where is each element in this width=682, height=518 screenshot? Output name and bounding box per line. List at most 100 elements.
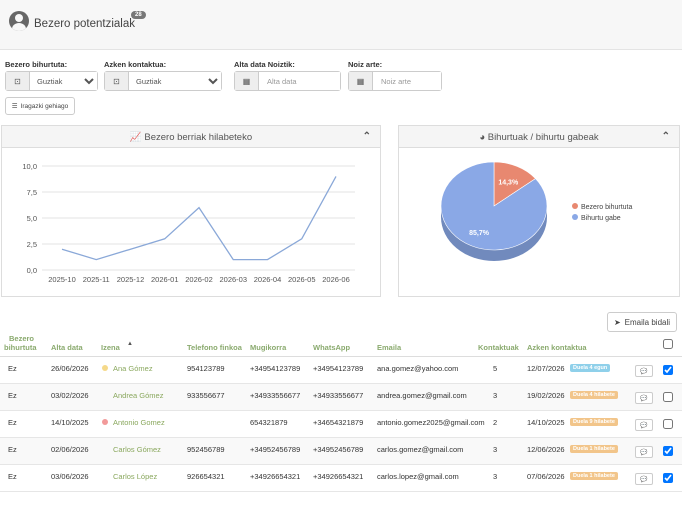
last-contact-tag: Duela 1 hilabete <box>570 445 618 453</box>
th-last-contact[interactable]: Azken kontaktua <box>527 343 587 352</box>
row-checkbox[interactable] <box>663 392 673 402</box>
cell-converted: Ez <box>8 364 17 373</box>
cell-name[interactable]: Antonio Gomez <box>113 418 165 427</box>
legend-marker <box>572 214 578 220</box>
cell-date: 26/06/2026 <box>51 364 89 373</box>
cell-mobile: +34952456789 <box>250 445 301 454</box>
cell-name[interactable]: Carlos López <box>113 472 158 481</box>
th-date[interactable]: Alta data <box>51 343 83 352</box>
y-tick-label: 7,5 <box>27 188 37 197</box>
th-whatsapp[interactable]: WhatsApp <box>313 343 351 352</box>
row-checkbox[interactable] <box>663 419 673 429</box>
y-tick-label: 5,0 <box>27 214 37 223</box>
cell-name[interactable]: Ana Gómez <box>113 364 153 373</box>
pie-chart-panel-header: ◕ Bihurtuak / bihurtu gabeak ⌃ <box>399 126 679 148</box>
row-checkbox[interactable] <box>663 365 673 375</box>
cell-whatsapp: +34926654321 <box>313 472 364 481</box>
cell-contacted: 3 <box>493 391 498 400</box>
comment-icon: 💬 <box>640 422 648 429</box>
filter-converted-label: Bezero bihurtuta: <box>5 60 68 69</box>
filter-last-contact: ⊡ Guztiak <box>104 71 222 91</box>
x-tick-label: 2026-03 <box>219 275 247 284</box>
cell-name[interactable]: Andrea Gómez <box>113 391 164 400</box>
x-tick-label: 2025-11 <box>83 275 110 284</box>
filter-date-to: ▦ <box>348 71 442 91</box>
series-line <box>61 176 337 261</box>
header-divider <box>0 356 682 357</box>
user-avatar-icon <box>9 11 29 31</box>
legend-label: Bihurtu gabe <box>581 215 621 222</box>
status-dot <box>102 365 108 371</box>
row-stripe <box>0 384 682 410</box>
date-from-input[interactable] <box>259 72 340 90</box>
line-chart-panel-header: 📈 Bezero berriak hilabeteko ⌃ <box>2 126 380 148</box>
legend-label: Bezero bihurtuta <box>581 204 632 211</box>
filter-converted: ⊡ Guztiak <box>5 71 98 91</box>
send-email-label: Emaila bidali <box>624 317 671 327</box>
last-contact-tag: Duela 4 egun <box>570 364 611 372</box>
th-converted-1[interactable]: Bezero <box>9 334 35 343</box>
x-tick-label: 2026-01 <box>151 275 179 284</box>
cell-last-contact: 12/07/2026 <box>527 364 565 373</box>
y-tick-label: 2,5 <box>27 240 37 249</box>
cell-email: andrea.gomez@gmail.com <box>377 391 467 400</box>
cell-email: carlos.gomez@gmail.com <box>377 445 464 454</box>
comment-icon: 💬 <box>640 395 648 402</box>
row-checkbox[interactable] <box>663 473 673 483</box>
row-divider <box>0 491 682 492</box>
filter-last-contact-select[interactable]: Guztiak <box>129 72 221 90</box>
y-tick-label: 10,0 <box>22 162 37 171</box>
status-dot <box>102 419 108 425</box>
cell-name[interactable]: Carlos Gómez <box>113 445 161 454</box>
filter-converted-select[interactable]: Guztiak <box>30 72 97 90</box>
th-converted-2[interactable]: bihurtuta <box>4 343 37 352</box>
comment-button[interactable]: 💬 <box>635 473 653 485</box>
row-divider <box>0 383 682 384</box>
row-stripe <box>0 438 682 464</box>
x-tick-label: 2026-02 <box>185 275 213 284</box>
cell-whatsapp: +34654321879 <box>313 418 364 427</box>
cell-converted: Ez <box>8 418 17 427</box>
date-to-input[interactable] <box>373 72 441 90</box>
pie-chart-title: Bihurtuak / bihurtu gabeak <box>487 132 599 143</box>
row-checkbox[interactable] <box>663 446 673 456</box>
x-tick-label: 2025-10 <box>48 275 76 284</box>
cell-last-contact: 07/06/2026 <box>527 472 565 481</box>
filter-date-from-label: Alta data Noiztik: <box>234 60 295 69</box>
send-email-button[interactable]: ➤ Emaila bidali <box>607 312 677 332</box>
more-filters-button[interactable]: ☰ Iragazki gehiago <box>5 97 75 115</box>
row-divider <box>0 464 682 465</box>
row-divider <box>0 410 682 411</box>
select-all-checkbox[interactable] <box>663 339 673 349</box>
line-chart: 0,0 2,5 5,0 7,5 10,0 2025-10 2025-11 2025-12 202… <box>22 162 355 284</box>
comment-button[interactable]: 💬 <box>635 419 653 431</box>
cell-email: antonio.gomez2025@gmail.com <box>377 418 485 427</box>
cell-last-contact: 14/10/2025 <box>527 418 565 427</box>
comment-button[interactable]: 💬 <box>635 365 653 377</box>
sliders-icon: ☰ <box>11 103 18 110</box>
cell-date: 14/10/2025 <box>51 418 89 427</box>
cell-last-contact: 19/02/2026 <box>527 391 565 400</box>
cell-whatsapp: +34933556677 <box>313 391 364 400</box>
calendar-icon: ▦ <box>235 72 259 90</box>
last-contact-tag: Duela 9 hilabete <box>570 418 618 426</box>
x-tick-label: 2026-06 <box>322 275 350 284</box>
row-divider <box>0 437 682 438</box>
cell-converted: Ez <box>8 472 17 481</box>
comment-button[interactable]: 💬 <box>635 446 653 458</box>
cell-email: ana.gomez@yahoo.com <box>377 364 459 373</box>
comment-button[interactable]: 💬 <box>635 392 653 404</box>
cell-contacted: 2 <box>493 418 498 427</box>
cell-mobile: 654321879 <box>250 418 288 427</box>
th-contacted[interactable]: Kontaktuak <box>478 343 519 352</box>
collapse-chevron-icon[interactable]: ⌃ <box>661 131 670 142</box>
more-filters-label: Iragazki gehiago <box>20 102 69 110</box>
th-landline[interactable]: Telefono finkoa <box>187 343 242 352</box>
th-mobile[interactable]: Mugikorra <box>250 343 287 352</box>
cell-landline: 926654321 <box>187 472 225 481</box>
comment-icon: 💬 <box>640 449 648 456</box>
collapse-chevron-icon[interactable]: ⌃ <box>362 131 371 142</box>
th-email[interactable]: Emaila <box>377 343 402 352</box>
th-name[interactable]: Izena <box>101 343 120 352</box>
filter-last-contact-label: Azken kontaktua: <box>104 60 167 69</box>
